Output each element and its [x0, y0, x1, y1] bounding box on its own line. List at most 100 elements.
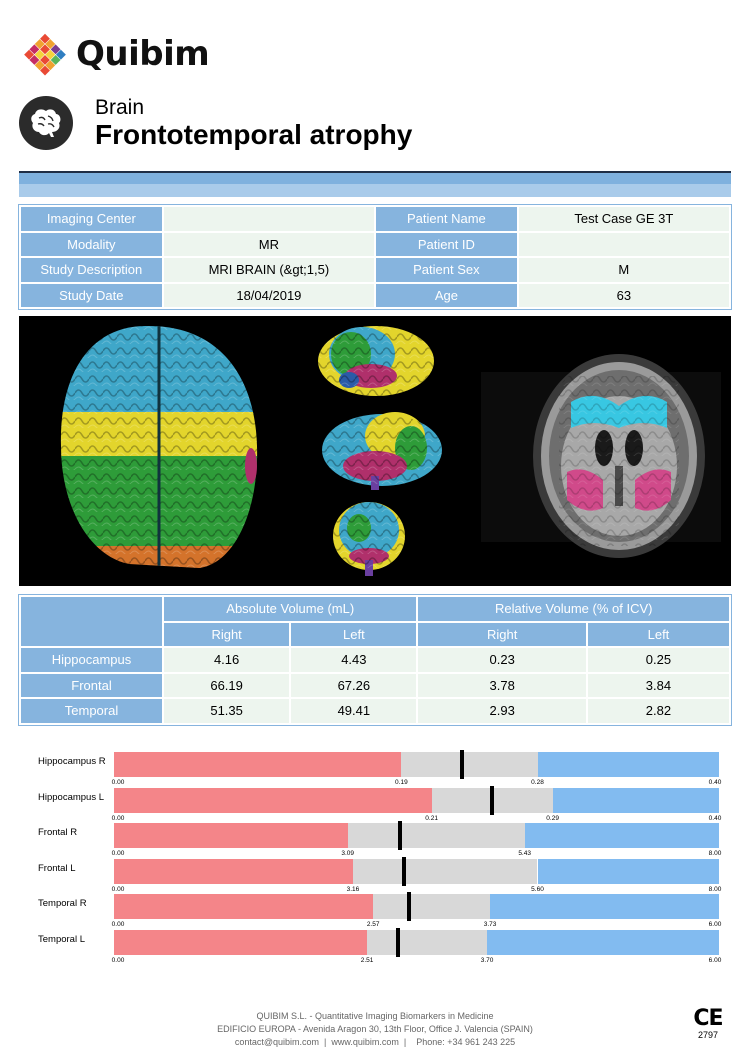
normal-range-segment — [373, 894, 491, 919]
normal-range-segment — [352, 858, 538, 884]
info-value: 18/04/2019 — [161, 281, 377, 309]
info-label: Imaging Center — [19, 205, 164, 233]
volume-row-region: Hippocampus — [19, 646, 164, 674]
volume-cell: 4.43 — [289, 646, 419, 674]
range-tick-label: 6.00 — [708, 956, 722, 964]
range-tick-label: 0.00 — [111, 885, 125, 893]
range-tick-label: 3.16 — [346, 885, 360, 893]
patient-value-marker — [490, 785, 495, 815]
range-bar-row: Frontal L 0.00 3.16 5.60 8.00 — [0, 852, 750, 893]
range-tick-label: 5.60 — [531, 885, 544, 893]
volume-row: Temporal 51.35 49.41 2.93 2.82 — [19, 697, 732, 725]
info-label: Patient Sex — [374, 256, 519, 284]
below-range-segment — [114, 752, 402, 777]
range-tick-label: 0.19 — [395, 779, 408, 786]
footer-contact: contact@quibim.com | www.quibim.com | Ph… — [234, 1037, 516, 1047]
above-range-segment — [552, 787, 719, 813]
range-tick-label: 0.40 — [708, 779, 722, 786]
patient-info-row: Study Description MRI BRAIN (&gt;1,5) Pati… — [19, 256, 732, 284]
patient-value-marker — [397, 821, 402, 850]
normal-range-segment — [401, 752, 538, 777]
above-range-segment — [537, 858, 719, 884]
range-tick-label: 3.09 — [341, 850, 354, 857]
range-bar-track: 0.00 2.51 3.70 6.00 — [112, 927, 721, 964]
range-bar-track: 0.00 2.57 3.73 6.00 — [112, 892, 721, 928]
range-bar-label: Hippocampus R — [38, 756, 106, 767]
info-label: Modality — [19, 230, 164, 258]
range-bar-label: Temporal R — [38, 898, 87, 909]
info-value: MRI BRAIN (&gt;1,5) — [161, 256, 377, 284]
below-range-segment — [114, 823, 348, 848]
abs-left-header: Left — [289, 620, 419, 648]
volume-cell: 0.25 — [585, 646, 732, 674]
range-tick-label: 3.73 — [483, 921, 497, 928]
normal-range-segment — [367, 929, 488, 955]
brain-render-figure — [60, 325, 721, 576]
info-label: Age — [374, 281, 519, 309]
volume-row-region: Temporal — [19, 697, 164, 725]
range-bar-row: Hippocampus R 0.00 0.19 0.28 0.40 — [0, 745, 750, 786]
volume-cell: 3.84 — [585, 671, 732, 699]
report-category: Brain — [95, 96, 145, 119]
patient-value-marker — [407, 892, 412, 921]
ce-mark: CE — [693, 1006, 723, 1031]
patient-value-marker — [459, 750, 464, 779]
quibim-logo-icon — [24, 33, 66, 76]
info-value — [516, 230, 732, 258]
below-range-segment — [114, 787, 432, 813]
range-tick-label: 0.29 — [546, 814, 559, 822]
patient-info-row: Study Date 18/04/2019 Age 63 — [19, 281, 732, 309]
volume-table-corner — [19, 595, 164, 648]
info-label: Patient Name — [374, 205, 519, 233]
volume-range-bars: Hippocampus R 0.00 0.19 0.28 0.40 Hippocampus… — [0, 745, 750, 975]
volume-row-region: Frontal — [19, 671, 164, 699]
range-tick-label: 0.00 — [111, 779, 125, 786]
volume-row: Hippocampus 4.16 4.43 0.23 0.25 — [19, 646, 732, 674]
relative-volume-header: Relative Volume (% of ICV) — [416, 595, 731, 623]
volume-row: Frontal 66.19 67.26 3.78 3.84 — [19, 671, 732, 699]
patient-info-table: Imaging Center Patient Name Test Case GE 3… — [18, 204, 732, 310]
below-range-segment — [114, 858, 353, 884]
header-band-stripe — [19, 184, 731, 197]
range-tick-label: 0.28 — [531, 779, 544, 786]
range-bar-label: Hippocampus L — [38, 791, 105, 803]
above-range-segment — [487, 929, 719, 955]
above-range-segment — [490, 894, 719, 919]
footer: QUIBIM S.L. - Quantitative Imaging Bioma… — [0, 1010, 750, 1049]
above-range-segment — [524, 823, 719, 848]
range-bar-label: Frontal L — [38, 862, 76, 874]
range-tick-label: 3.70 — [480, 956, 494, 964]
ce-certification: CE 2797 — [690, 1006, 726, 1041]
range-tick-label: 6.00 — [708, 921, 722, 928]
brand-name: Quibim — [76, 34, 210, 74]
range-bar-row: Frontal R 0.00 3.09 5.43 8.00 — [0, 816, 750, 857]
info-label: Study Description — [19, 256, 164, 284]
ce-number: 2797 — [697, 1030, 719, 1040]
range-tick-label: 5.43 — [518, 850, 531, 857]
range-bar-label: Frontal R — [38, 827, 78, 838]
volume-cell: 0.23 — [416, 646, 588, 674]
range-tick-label: 0.00 — [111, 850, 125, 857]
info-value: MR — [161, 230, 377, 258]
range-bar-row: Hippocampus L 0.00 0.21 0.29 0.40 — [0, 781, 750, 822]
range-tick-label: 2.51 — [360, 956, 374, 964]
info-label: Patient ID — [374, 230, 519, 258]
abs-right-header: Right — [161, 620, 292, 648]
range-bar-row: Temporal L 0.00 2.51 3.70 6.00 — [0, 923, 750, 964]
volume-cell: 2.93 — [416, 697, 588, 725]
brand-logo: Quibim — [18, 28, 210, 84]
range-tick-label: 0.00 — [111, 956, 125, 964]
rel-left-header: Left — [585, 620, 732, 648]
volume-cell: 2.82 — [585, 697, 732, 725]
rel-right-header: Right — [416, 620, 588, 648]
below-range-segment — [114, 929, 368, 955]
range-bar-row: Temporal R 0.00 2.57 3.73 6.00 — [0, 887, 750, 928]
brain-lateral-view-1 — [318, 326, 434, 396]
volume-cell: 66.19 — [161, 671, 292, 699]
range-bar-label: Temporal L — [38, 933, 85, 945]
volume-cell: 3.78 — [416, 671, 588, 699]
volume-cell: 4.16 — [161, 646, 292, 674]
info-value — [161, 205, 377, 233]
normal-range-segment — [347, 823, 525, 848]
volume-table: Absolute Volume (mL) Relative Volume (% … — [18, 594, 732, 726]
